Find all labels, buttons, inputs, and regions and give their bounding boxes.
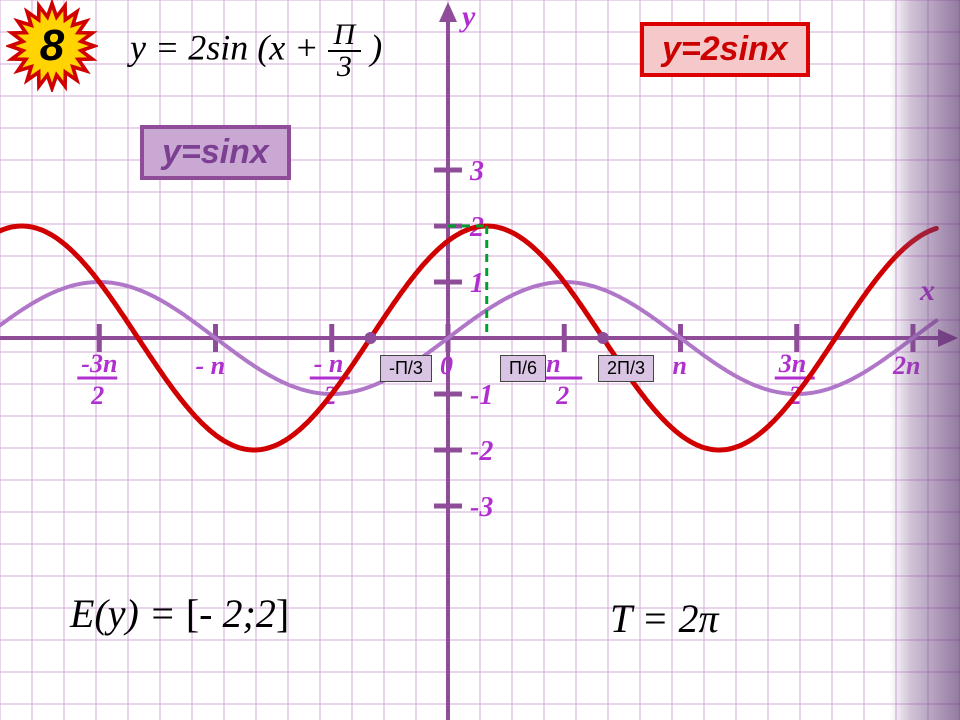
label-2sinx-box: y=2sinx xyxy=(640,22,810,77)
period-text: T = 2π xyxy=(610,596,719,641)
period-formula: T = 2π xyxy=(610,595,719,642)
right-shading xyxy=(890,0,960,720)
range-lo: - 2 xyxy=(199,591,242,636)
svg-text:3п: 3п xyxy=(778,349,806,378)
svg-text:-1: -1 xyxy=(470,380,493,411)
svg-text:1: 1 xyxy=(470,268,484,299)
range-formula: E(y) = [- 2;2] xyxy=(70,590,289,637)
range-hi: 2 xyxy=(256,591,276,636)
main-formula: y = 2sin (x + П 3 ) xyxy=(130,20,382,82)
svg-text:2: 2 xyxy=(469,212,484,243)
svg-text:0: 0 xyxy=(440,351,453,380)
svg-text:y: y xyxy=(459,0,476,33)
svg-text:п: п xyxy=(672,351,686,380)
frac-num: П xyxy=(328,20,362,52)
problem-number-badge: 8 xyxy=(6,0,98,92)
tick-label-1: П/6 xyxy=(500,355,546,382)
svg-text:-3п: -3п xyxy=(81,349,117,378)
svg-text:-3: -3 xyxy=(470,492,493,523)
svg-text:п: п xyxy=(546,349,560,378)
svg-text:x: x xyxy=(919,274,935,307)
label-2sinx: y=2sinx xyxy=(662,30,788,68)
formula-prefix: y = 2sin (x + xyxy=(130,27,328,67)
range-prefix: E(y) = xyxy=(70,591,186,636)
problem-number: 8 xyxy=(6,0,98,92)
label-sinx: y=sinx xyxy=(162,133,269,171)
formula-fraction: П 3 xyxy=(328,20,362,82)
svg-text:2: 2 xyxy=(788,381,802,410)
svg-text:2п: 2п xyxy=(892,351,920,380)
frac-den: 3 xyxy=(328,52,362,82)
tick-label-2: 2П/3 xyxy=(598,355,654,382)
svg-text:3: 3 xyxy=(469,156,484,187)
formula-suffix: ) xyxy=(370,27,382,67)
chart-stage: yx-3-2-1123-2п-3п2- п- п20п2п3п22п 8 y =… xyxy=(0,0,960,720)
svg-text:2: 2 xyxy=(555,381,569,410)
svg-text:- п: - п xyxy=(314,349,344,378)
tick-label-0: -П/3 xyxy=(380,355,432,382)
label-sinx-box: y=sinx xyxy=(140,125,291,180)
svg-text:-2: -2 xyxy=(470,436,493,467)
svg-text:- п: - п xyxy=(196,351,226,380)
svg-text:2: 2 xyxy=(90,381,104,410)
svg-text:2: 2 xyxy=(323,381,337,410)
